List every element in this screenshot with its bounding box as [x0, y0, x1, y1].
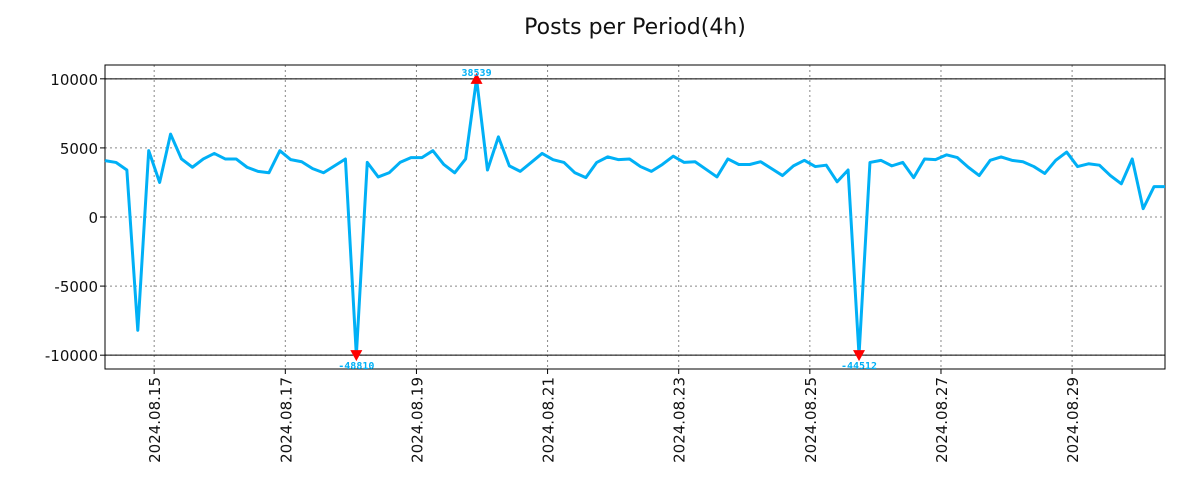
x-tick-label: 2024.08.29 [1064, 377, 1082, 463]
clip-marker-down [853, 350, 866, 362]
y-tick-label: -5000 [54, 278, 98, 296]
x-tick-label: 2024.08.23 [671, 377, 689, 463]
y-tick-label: 5000 [60, 140, 98, 158]
y-tick-label: -10000 [45, 347, 98, 365]
annotation-label: -44512 [841, 361, 877, 372]
chart-title: Posts per Period(4h) [524, 15, 746, 40]
clip-marker-down [350, 350, 363, 362]
series-line [104, 77, 1165, 357]
clip-marker-up [470, 72, 483, 84]
x-tick-label: 2024.08.19 [408, 377, 426, 463]
x-tick-label: 2024.08.27 [933, 377, 951, 463]
x-tick-label: 2024.08.15 [146, 377, 164, 463]
y-tick-label: 10000 [50, 71, 98, 89]
x-tick-label: 2024.08.25 [802, 377, 820, 463]
y-tick-label: 0 [88, 209, 98, 227]
annotation-label: 38539 [461, 68, 491, 79]
plot-frame [104, 64, 1166, 370]
x-tick-label: 2024.08.21 [540, 377, 558, 463]
x-tick-label: 2024.08.17 [277, 377, 295, 463]
annotation-label: -48810 [338, 361, 374, 372]
